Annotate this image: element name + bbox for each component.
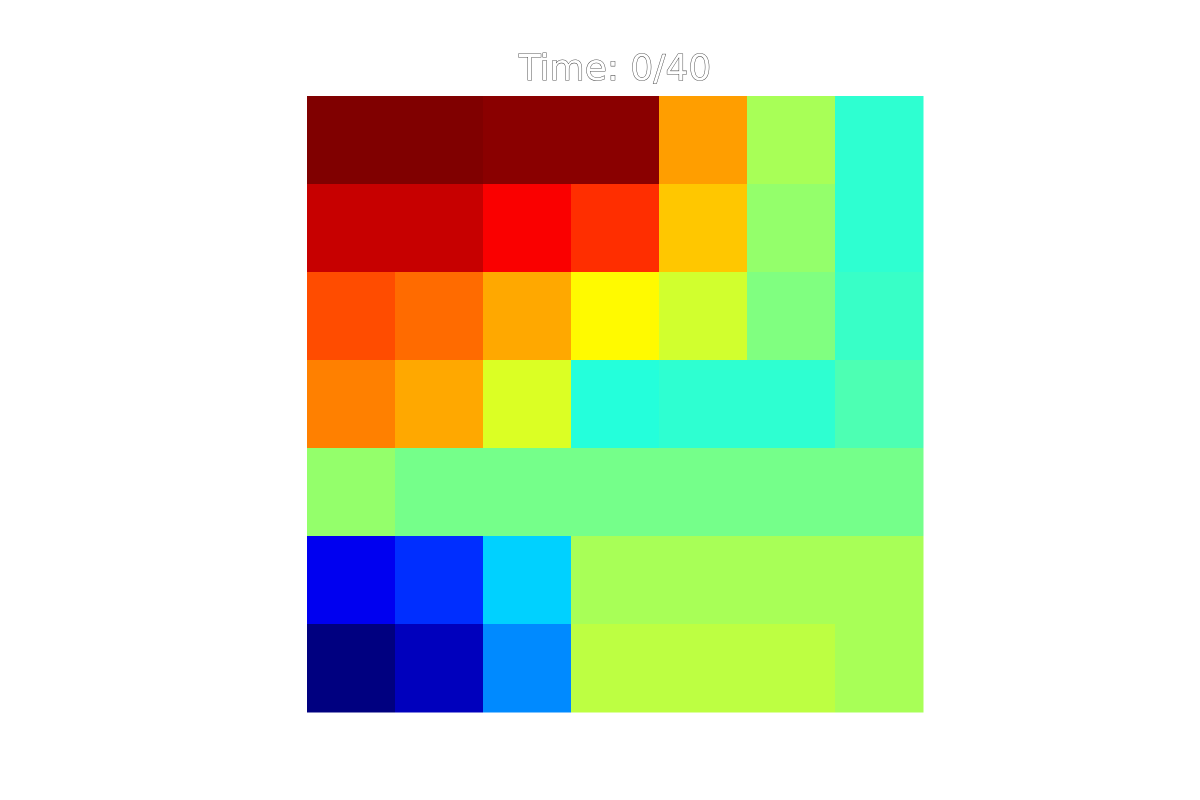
heatmap-cell-r6-c6: [835, 624, 924, 713]
heatmap-cell-r3-c1: [395, 360, 484, 449]
heatmap-cell-r4-c6: [835, 448, 924, 537]
heatmap-cell-r2-c1: [395, 272, 484, 361]
heatmap-cell-r6-c2: [483, 624, 572, 713]
heatmap-cell-r0-c0: [307, 96, 396, 185]
heatmap-cell-r6-c4: [659, 624, 748, 713]
heatmap-cell-r2-c4: [659, 272, 748, 361]
heatmap-cell-r1-c1: [395, 184, 484, 273]
heatmap-cell-r3-c4: [659, 360, 748, 449]
heatmap-cell-r1-c3: [571, 184, 660, 273]
heatmap-cell-r4-c3: [571, 448, 660, 537]
heatmap-cell-r0-c6: [835, 96, 924, 185]
heatmap-cell-r2-c5: [747, 272, 836, 361]
heatmap-grid: [307, 96, 924, 713]
heatmap-cell-r3-c2: [483, 360, 572, 449]
heatmap-cell-r5-c2: [483, 536, 572, 625]
heatmap-cell-r6-c1: [395, 624, 484, 713]
heatmap-cell-r2-c0: [307, 272, 396, 361]
heatmap-cell-r4-c0: [307, 448, 396, 537]
heatmap-cell-r2-c6: [835, 272, 924, 361]
heatmap-cell-r2-c2: [483, 272, 572, 361]
heatmap-cell-r0-c3: [571, 96, 660, 185]
heatmap-cell-r0-c4: [659, 96, 748, 185]
heatmap-cell-r4-c2: [483, 448, 572, 537]
chart-title: Time: 0/40: [518, 48, 712, 89]
heatmap-cell-r2-c3: [571, 272, 660, 361]
heatmap-cell-r4-c4: [659, 448, 748, 537]
heatmap-cell-r5-c0: [307, 536, 396, 625]
heatmap-cell-r4-c5: [747, 448, 836, 537]
heatmap-cell-r1-c6: [835, 184, 924, 273]
heatmap-cell-r0-c1: [395, 96, 484, 185]
heatmap-cell-r3-c0: [307, 360, 396, 449]
heatmap-cell-r5-c1: [395, 536, 484, 625]
heatmap-cell-r1-c0: [307, 184, 396, 273]
heatmap-cell-r3-c5: [747, 360, 836, 449]
heatmap-cell-r0-c2: [483, 96, 572, 185]
heatmap-cell-r6-c0: [307, 624, 396, 713]
heatmap-cell-r6-c3: [571, 624, 660, 713]
heatmap-cell-r4-c1: [395, 448, 484, 537]
heatmap-cell-r3-c3: [571, 360, 660, 449]
heatmap-cell-r5-c3: [571, 536, 660, 625]
heatmap-cell-r1-c2: [483, 184, 572, 273]
heatmap-cell-r5-c5: [747, 536, 836, 625]
heatmap-cell-r0-c5: [747, 96, 836, 185]
heatmap-cell-r6-c5: [747, 624, 836, 713]
heatmap-cell-r1-c4: [659, 184, 748, 273]
heatmap-cell-r5-c4: [659, 536, 748, 625]
heatmap-cell-r3-c6: [835, 360, 924, 449]
heatmap-cell-r1-c5: [747, 184, 836, 273]
heatmap-cell-r5-c6: [835, 536, 924, 625]
